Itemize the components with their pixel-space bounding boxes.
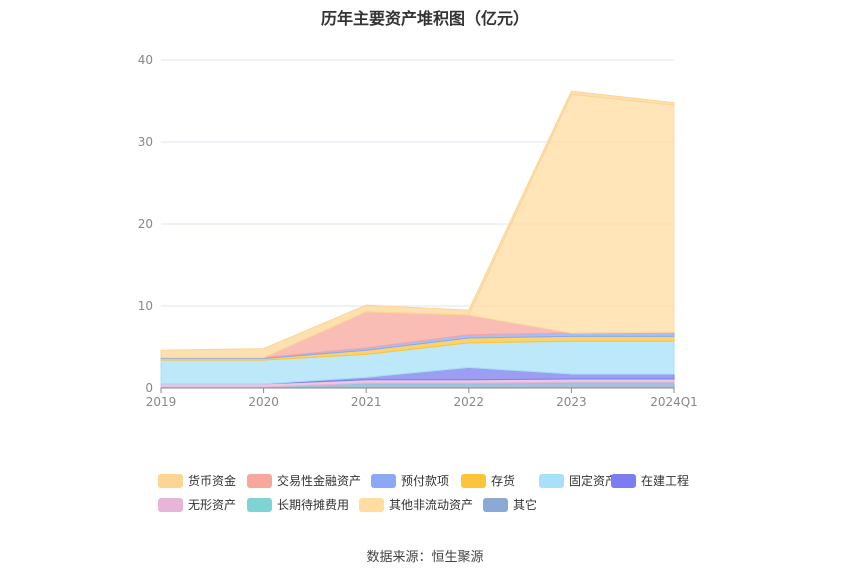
legend-swatch: [611, 473, 636, 488]
legend-item[interactable]: 其他非流动资产: [359, 496, 473, 513]
legend-swatch: [359, 497, 384, 512]
x-tick-label: 2021: [351, 395, 382, 409]
legend-item[interactable]: 预付款项: [371, 472, 449, 489]
legend-label: 在建工程: [641, 474, 690, 488]
data-source: 数据来源：恒生聚源: [366, 550, 484, 565]
legend-swatch: [247, 473, 272, 488]
y-tick-label: 10: [138, 299, 153, 313]
chart-title: 历年主要资产堆积图（亿元）: [320, 9, 529, 28]
y-tick-label: 20: [138, 217, 153, 231]
legend-label: 其他非流动资产: [389, 498, 474, 512]
y-tick-label: 0: [145, 381, 153, 395]
legend-label: 长期待摊费用: [277, 498, 350, 512]
axes: 0 10 20 30 40 2019 2020 2021 2022 2023 2024Q1: [138, 53, 698, 409]
x-tick-label: 2022: [454, 395, 485, 409]
x-tick-label: 2023: [556, 395, 587, 409]
legend-item[interactable]: 在建工程: [611, 472, 689, 489]
area-series[interactable]: [160, 90, 675, 389]
legend-swatch: [158, 473, 183, 488]
legend-swatch: [461, 473, 486, 488]
legend-swatch: [539, 473, 564, 488]
legend-item[interactable]: 长期待摊费用: [247, 496, 349, 513]
legend-label: 存货: [491, 474, 516, 488]
y-tick-label: 30: [138, 135, 153, 149]
legend-swatch: [483, 497, 508, 512]
x-tick-label: 2020: [248, 395, 279, 409]
legend-label: 其它: [513, 498, 538, 512]
legend-item[interactable]: 交易性金融资产: [247, 472, 361, 489]
x-tick-label: 2019: [146, 395, 177, 409]
legend-item[interactable]: 存货: [461, 472, 515, 489]
y-tick-label: 40: [138, 53, 153, 67]
legend-item[interactable]: 固定资产: [539, 472, 617, 489]
legend-label: 交易性金融资产: [277, 474, 362, 488]
legend-item[interactable]: 无形资产: [158, 496, 236, 513]
area-9[interactable]: [160, 90, 675, 359]
legend-swatch: [247, 497, 272, 512]
legend-label: 货币资金: [188, 474, 237, 488]
legend-label: 无形资产: [188, 498, 237, 512]
legend-item[interactable]: 其它: [483, 496, 537, 513]
legend-swatch: [158, 497, 183, 512]
legend-item[interactable]: 货币资金: [158, 472, 236, 489]
legend-label: 固定资产: [569, 474, 618, 488]
legend-label: 预付款项: [401, 474, 450, 488]
legend-swatch: [371, 473, 396, 488]
x-tick-label: 2024Q1: [650, 395, 698, 409]
